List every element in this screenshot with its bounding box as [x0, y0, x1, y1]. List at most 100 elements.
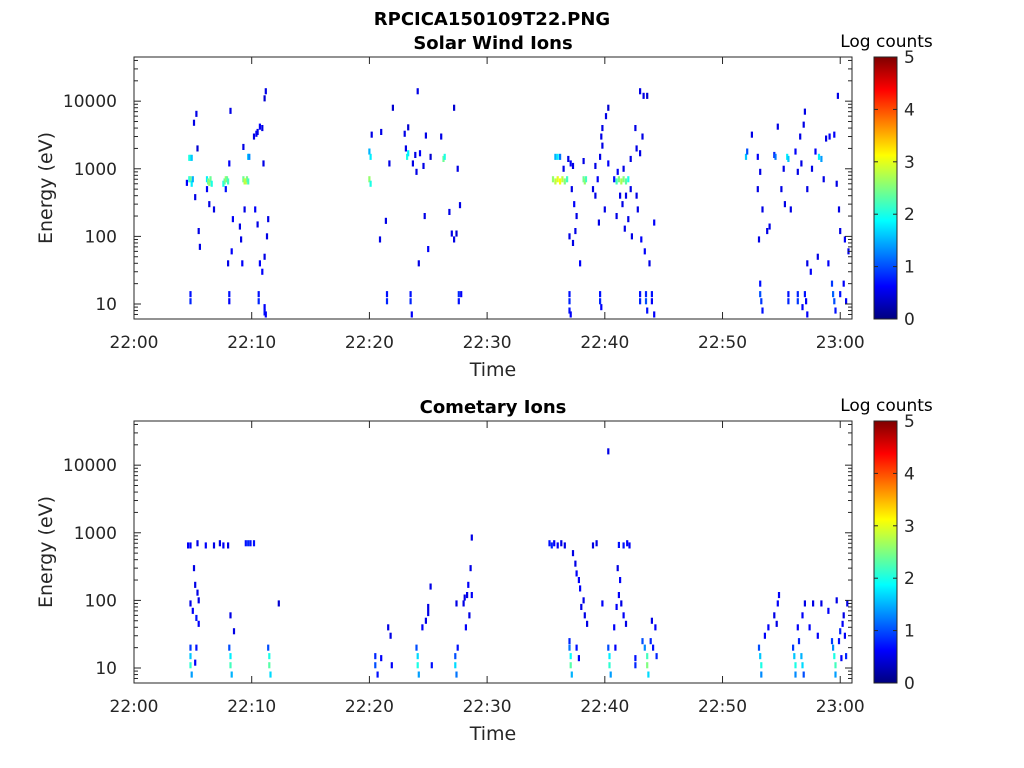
- data-cell: [843, 632, 846, 639]
- x-tick-label: 22:20: [345, 333, 394, 353]
- data-cell: [378, 236, 382, 243]
- data-cell: [615, 178, 618, 185]
- data-cell: [584, 176, 588, 183]
- data-cell: [607, 644, 610, 651]
- data-cell: [839, 291, 842, 298]
- data-cell: [622, 176, 625, 183]
- data-cell: [639, 150, 642, 157]
- colorbar-tick-label: 5: [904, 48, 915, 68]
- data-cell: [448, 208, 451, 215]
- colorbar-tick-label: 4: [904, 100, 915, 120]
- data-cell: [568, 638, 571, 645]
- data-cell: [797, 638, 801, 645]
- data-cell: [256, 128, 259, 135]
- data-cell: [416, 88, 419, 95]
- data-cell: [466, 592, 469, 599]
- data-cell: [641, 133, 644, 140]
- data-cell: [634, 662, 637, 669]
- data-cell: [756, 186, 759, 193]
- data-cell: [786, 153, 789, 160]
- data-cell: [622, 612, 625, 619]
- colorbar-label: Log counts: [840, 396, 933, 416]
- data-cell: [571, 162, 575, 169]
- x-tick-label: 22:20: [345, 697, 394, 717]
- data-cell: [834, 671, 837, 678]
- data-cell: [583, 178, 586, 185]
- data-cell: [195, 644, 198, 651]
- data-cell: [424, 617, 427, 624]
- data-cell: [608, 653, 611, 660]
- data-cell: [777, 592, 781, 599]
- data-cell: [801, 612, 804, 619]
- data-cell: [423, 213, 426, 220]
- data-cell: [608, 662, 611, 669]
- data-cell: [384, 217, 387, 224]
- x-tick-label: 22:00: [110, 333, 159, 353]
- data-cell: [759, 291, 762, 298]
- data-cell: [189, 542, 192, 549]
- x-tick-label: 22:30: [463, 697, 512, 717]
- data-cell: [837, 638, 841, 645]
- data-cell: [430, 662, 433, 669]
- data-cell: [374, 662, 377, 669]
- colorbar-tick-label: 4: [904, 464, 915, 484]
- data-cell: [842, 612, 845, 619]
- data-cell: [196, 540, 199, 547]
- data-cell: [575, 644, 578, 651]
- data-cell: [258, 123, 261, 130]
- data-cell: [218, 540, 221, 547]
- data-cell: [644, 291, 648, 298]
- data-cell: [257, 298, 260, 305]
- data-cell: [607, 448, 610, 455]
- data-cell: [269, 671, 272, 678]
- data-cell: [265, 233, 269, 240]
- axes-frame: [133, 56, 853, 320]
- data-cell: [757, 236, 761, 243]
- colorbar-tick-label: 3: [904, 153, 915, 173]
- y-tick-label: 100: [85, 591, 117, 611]
- data-cell: [806, 260, 809, 267]
- y-tick-label: 1000: [74, 160, 117, 180]
- data-cell: [583, 612, 586, 619]
- data-cell: [467, 581, 470, 588]
- data-cell: [456, 165, 459, 172]
- data-cell: [255, 130, 258, 137]
- data-cell: [556, 176, 559, 183]
- data-cell: [559, 178, 562, 185]
- y-tick-label: 10000: [63, 92, 117, 112]
- data-cell: [802, 671, 805, 678]
- data-cell: [195, 110, 198, 117]
- data-cell: [429, 583, 432, 590]
- data-cell: [653, 311, 656, 318]
- data-cell: [470, 534, 473, 541]
- x-tick-label: 22:50: [698, 697, 747, 717]
- data-cell: [615, 213, 618, 220]
- data-cell: [796, 291, 799, 298]
- data-cell: [577, 577, 580, 584]
- data-cell: [262, 160, 265, 167]
- data-cell: [796, 168, 799, 175]
- data-cell: [571, 239, 575, 246]
- data-cell: [191, 176, 194, 183]
- data-cell: [427, 603, 430, 610]
- data-cell: [760, 662, 763, 669]
- data-cell: [783, 201, 786, 208]
- data-cell: [414, 151, 417, 158]
- data-cell: [809, 268, 812, 275]
- data-cell: [263, 309, 266, 316]
- data-cell: [579, 585, 582, 592]
- data-cell: [427, 610, 430, 617]
- data-cell: [816, 632, 819, 639]
- data-cell: [616, 168, 619, 175]
- data-cell: [563, 178, 566, 185]
- data-cell: [650, 617, 653, 624]
- data-cell: [763, 632, 766, 639]
- data-cell: [189, 291, 192, 298]
- data-cell: [601, 142, 604, 149]
- data-cell: [257, 291, 260, 298]
- data-cell: [197, 597, 200, 604]
- colorbar-tick-label: 0: [904, 674, 915, 694]
- data-cell: [622, 165, 625, 172]
- data-cell: [573, 201, 576, 208]
- data-cell: [806, 311, 809, 318]
